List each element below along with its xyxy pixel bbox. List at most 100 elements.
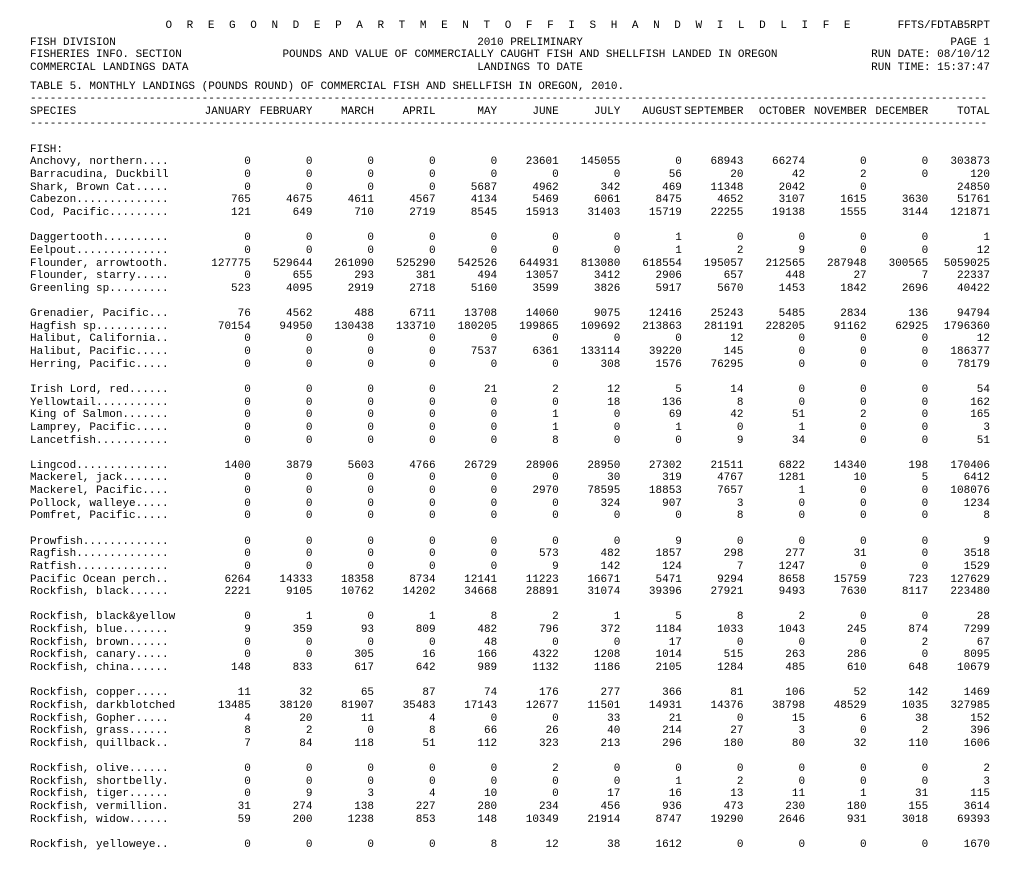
species-cell: Rockfish, black&yellow: [30, 611, 189, 624]
value-cell: 38: [559, 839, 621, 852]
value-cell: 0: [867, 232, 929, 245]
value-cell: 165: [928, 409, 990, 422]
value-cell: 109692: [559, 321, 621, 334]
value-cell: 3412: [559, 270, 621, 283]
value-cell: 94950: [251, 321, 313, 334]
species-cell: Lamprey, Pacific.....: [30, 422, 189, 435]
value-cell: 110: [867, 738, 929, 751]
value-cell: 9: [189, 624, 251, 637]
value-cell: 1612: [620, 839, 682, 852]
value-cell: 0: [312, 409, 374, 422]
value-cell: 0: [559, 536, 621, 549]
value-cell: 0: [867, 422, 929, 435]
value-cell: 0: [436, 561, 498, 574]
value-cell: 166: [436, 649, 498, 662]
table-row: Rockfish, widow......5920012388531481034…: [30, 814, 990, 827]
value-cell: 0: [867, 435, 929, 448]
value-cell: 5603: [312, 460, 374, 473]
species-cell: Halibut, California..: [30, 333, 189, 346]
value-cell: 0: [251, 245, 313, 258]
value-cell: 8545: [436, 207, 498, 220]
value-cell: 644931: [497, 258, 559, 271]
value-cell: 0: [497, 498, 559, 511]
species-cell: Barracudina, Duckbill: [30, 169, 189, 182]
value-cell: 0: [805, 384, 867, 397]
value-cell: 69393: [928, 814, 990, 827]
table-row: Prowfish.............0000000900009: [30, 536, 990, 549]
value-cell: 15719: [620, 207, 682, 220]
value-cell: 227: [374, 801, 436, 814]
value-cell: 0: [805, 536, 867, 549]
value-cell: 21: [436, 384, 498, 397]
value-cell: 7657: [682, 485, 744, 498]
value-cell: 0: [312, 776, 374, 789]
value-cell: 1043: [743, 624, 805, 637]
value-cell: 0: [189, 397, 251, 410]
value-cell: 8: [682, 510, 744, 523]
value-cell: 396: [928, 725, 990, 738]
value-cell: 0: [374, 245, 436, 258]
value-cell: 610: [805, 662, 867, 675]
value-cell: 1: [620, 232, 682, 245]
table-row: Pacific Ocean perch..6264143331835887341…: [30, 574, 990, 587]
value-cell: 52: [805, 687, 867, 700]
value-cell: 931: [805, 814, 867, 827]
table-row: Rockfish, shortbelly.0000000120003: [30, 776, 990, 789]
value-cell: 0: [620, 763, 682, 776]
table-row: Rockfish, canary.....0030516166432212081…: [30, 649, 990, 662]
value-cell: 0: [251, 536, 313, 549]
species-cell: Mackerel, Pacific....: [30, 485, 189, 498]
value-cell: 0: [251, 649, 313, 662]
value-cell: 0: [559, 510, 621, 523]
value-cell: 84: [251, 738, 313, 751]
value-cell: 12416: [620, 308, 682, 321]
value-cell: 1234: [928, 498, 990, 511]
value-cell: 0: [436, 536, 498, 549]
value-cell: 2: [497, 763, 559, 776]
value-cell: 0: [867, 346, 929, 359]
value-cell: 0: [743, 384, 805, 397]
value-cell: 0: [497, 713, 559, 726]
species-cell: Rockfish, china......: [30, 662, 189, 675]
value-cell: 0: [436, 472, 498, 485]
value-cell: 0: [559, 435, 621, 448]
table-row: Halibut, Pacific.....0000753763611331143…: [30, 346, 990, 359]
value-cell: 0: [436, 713, 498, 726]
value-cell: 2970: [497, 485, 559, 498]
table-row: Rockfish, quillback..7841185111232321329…: [30, 738, 990, 751]
table-row: Mackerel, Pacific....0000029707859518853…: [30, 485, 990, 498]
species-cell: Rockfish, grass......: [30, 725, 189, 738]
value-cell: 0: [867, 359, 929, 372]
value-cell: 0: [805, 498, 867, 511]
species-cell: Flounder, starry.....: [30, 270, 189, 283]
value-cell: 7630: [805, 586, 867, 599]
value-cell: 180205: [436, 321, 498, 334]
value-cell: 48: [436, 637, 498, 650]
value-cell: 0: [374, 422, 436, 435]
value-cell: 2696: [867, 283, 929, 296]
value-cell: 11: [312, 713, 374, 726]
value-cell: 2105: [620, 662, 682, 675]
species-cell: Rockfish, brown......: [30, 637, 189, 650]
value-cell: 0: [189, 510, 251, 523]
value-cell: 0: [559, 232, 621, 245]
value-cell: 7299: [928, 624, 990, 637]
value-cell: 573: [497, 548, 559, 561]
value-cell: 0: [682, 422, 744, 435]
value-cell: 0: [497, 472, 559, 485]
table-row: Rockfish, china......1488336176429891132…: [30, 662, 990, 675]
value-cell: 0: [559, 169, 621, 182]
value-cell: 0: [251, 472, 313, 485]
value-cell: 0: [682, 713, 744, 726]
value-cell: 42: [682, 409, 744, 422]
value-cell: 0: [743, 510, 805, 523]
value-cell: 12141: [436, 574, 498, 587]
title-left-spacer: [30, 20, 165, 33]
value-cell: 108076: [928, 485, 990, 498]
value-cell: 91162: [805, 321, 867, 334]
value-cell: 529644: [251, 258, 313, 271]
value-cell: 2: [682, 776, 744, 789]
value-cell: [867, 182, 929, 195]
value-cell: 9: [620, 536, 682, 549]
table-row: Rockfish, Gopher.....4201140033210156381…: [30, 713, 990, 726]
